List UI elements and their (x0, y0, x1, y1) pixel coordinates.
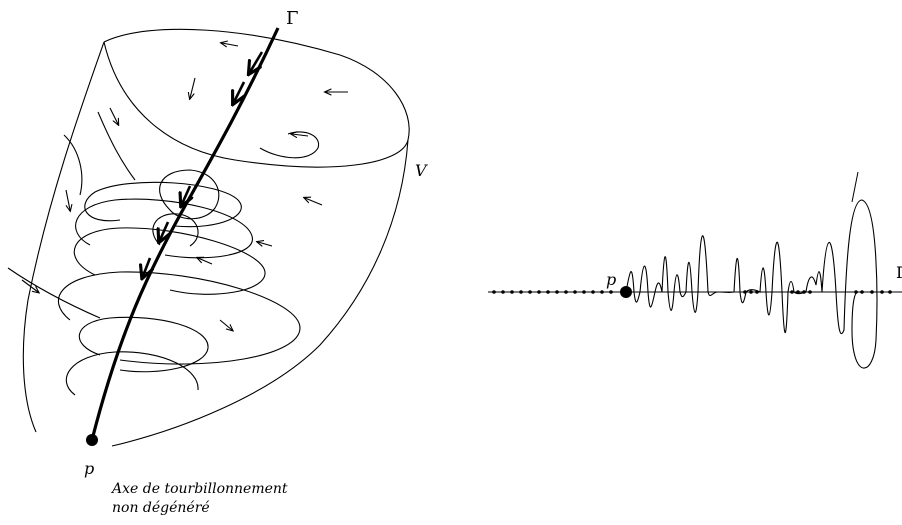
axis-dot (573, 290, 577, 294)
flow-loop (152, 213, 199, 247)
flow-spiral (73, 227, 266, 295)
cone-left-edge (22, 41, 105, 433)
vortex-axis (90, 27, 280, 441)
flow-curve (7, 267, 101, 319)
flow-arrow (219, 319, 232, 330)
axis-dot (880, 290, 884, 294)
flow-arrow (190, 77, 196, 98)
axis-dot (582, 290, 586, 294)
axis-dot (519, 290, 523, 294)
flow-arrow (222, 43, 239, 46)
axis-dot (501, 290, 505, 294)
caption-line-2: non dégénéré (112, 500, 210, 516)
axis-dot (609, 290, 613, 294)
flow-spiral (57, 271, 301, 365)
flow-curve (63, 134, 83, 196)
flow-arrow (258, 242, 273, 246)
point-label-p-right: p (606, 270, 616, 289)
vortex-cone-diagram (7, 28, 410, 447)
axis-dot (492, 290, 496, 294)
point-p-marker-right (620, 286, 632, 298)
flow-arrow (198, 258, 213, 265)
axis-dot (600, 290, 604, 294)
flow-arrow (109, 107, 118, 124)
oscillating-trajectory (625, 199, 878, 369)
axis-dot (790, 290, 794, 294)
caption-line-1: Axe de tourbillonnement (110, 481, 288, 497)
cone-label-v: V (415, 161, 428, 180)
point-label-p: p (84, 459, 94, 478)
flow-arrow (65, 189, 70, 210)
flow-loop (159, 169, 220, 220)
axis-label-gamma-right: Γ (896, 263, 902, 282)
axis-dot (808, 290, 812, 294)
axis-dot (591, 290, 595, 294)
axis-dot (510, 290, 514, 294)
flow-curve (97, 111, 136, 181)
axis-dot (860, 290, 864, 294)
axis-dot (564, 290, 568, 294)
axis-dot (528, 290, 532, 294)
point-p-marker (86, 434, 98, 446)
axis-dot (555, 290, 559, 294)
flow-spiral (78, 316, 209, 373)
trajectory-diagram (488, 171, 902, 369)
flow-spiral (75, 198, 253, 259)
flow-arrow (305, 198, 323, 206)
flow-curve (259, 131, 320, 159)
cone-top-rim (103, 28, 410, 168)
axis-dot (870, 290, 874, 294)
axis-dot (537, 290, 541, 294)
flow-spiral (65, 351, 199, 396)
axis-label-gamma: Γ (286, 8, 299, 29)
flow-arrow (21, 279, 38, 292)
axis-dot (546, 290, 550, 294)
axis-dot (888, 290, 892, 294)
trajectory-tail (851, 171, 859, 203)
flow-arrow (292, 134, 309, 136)
axis-dot (749, 290, 753, 294)
cone-right-edge (111, 139, 409, 447)
